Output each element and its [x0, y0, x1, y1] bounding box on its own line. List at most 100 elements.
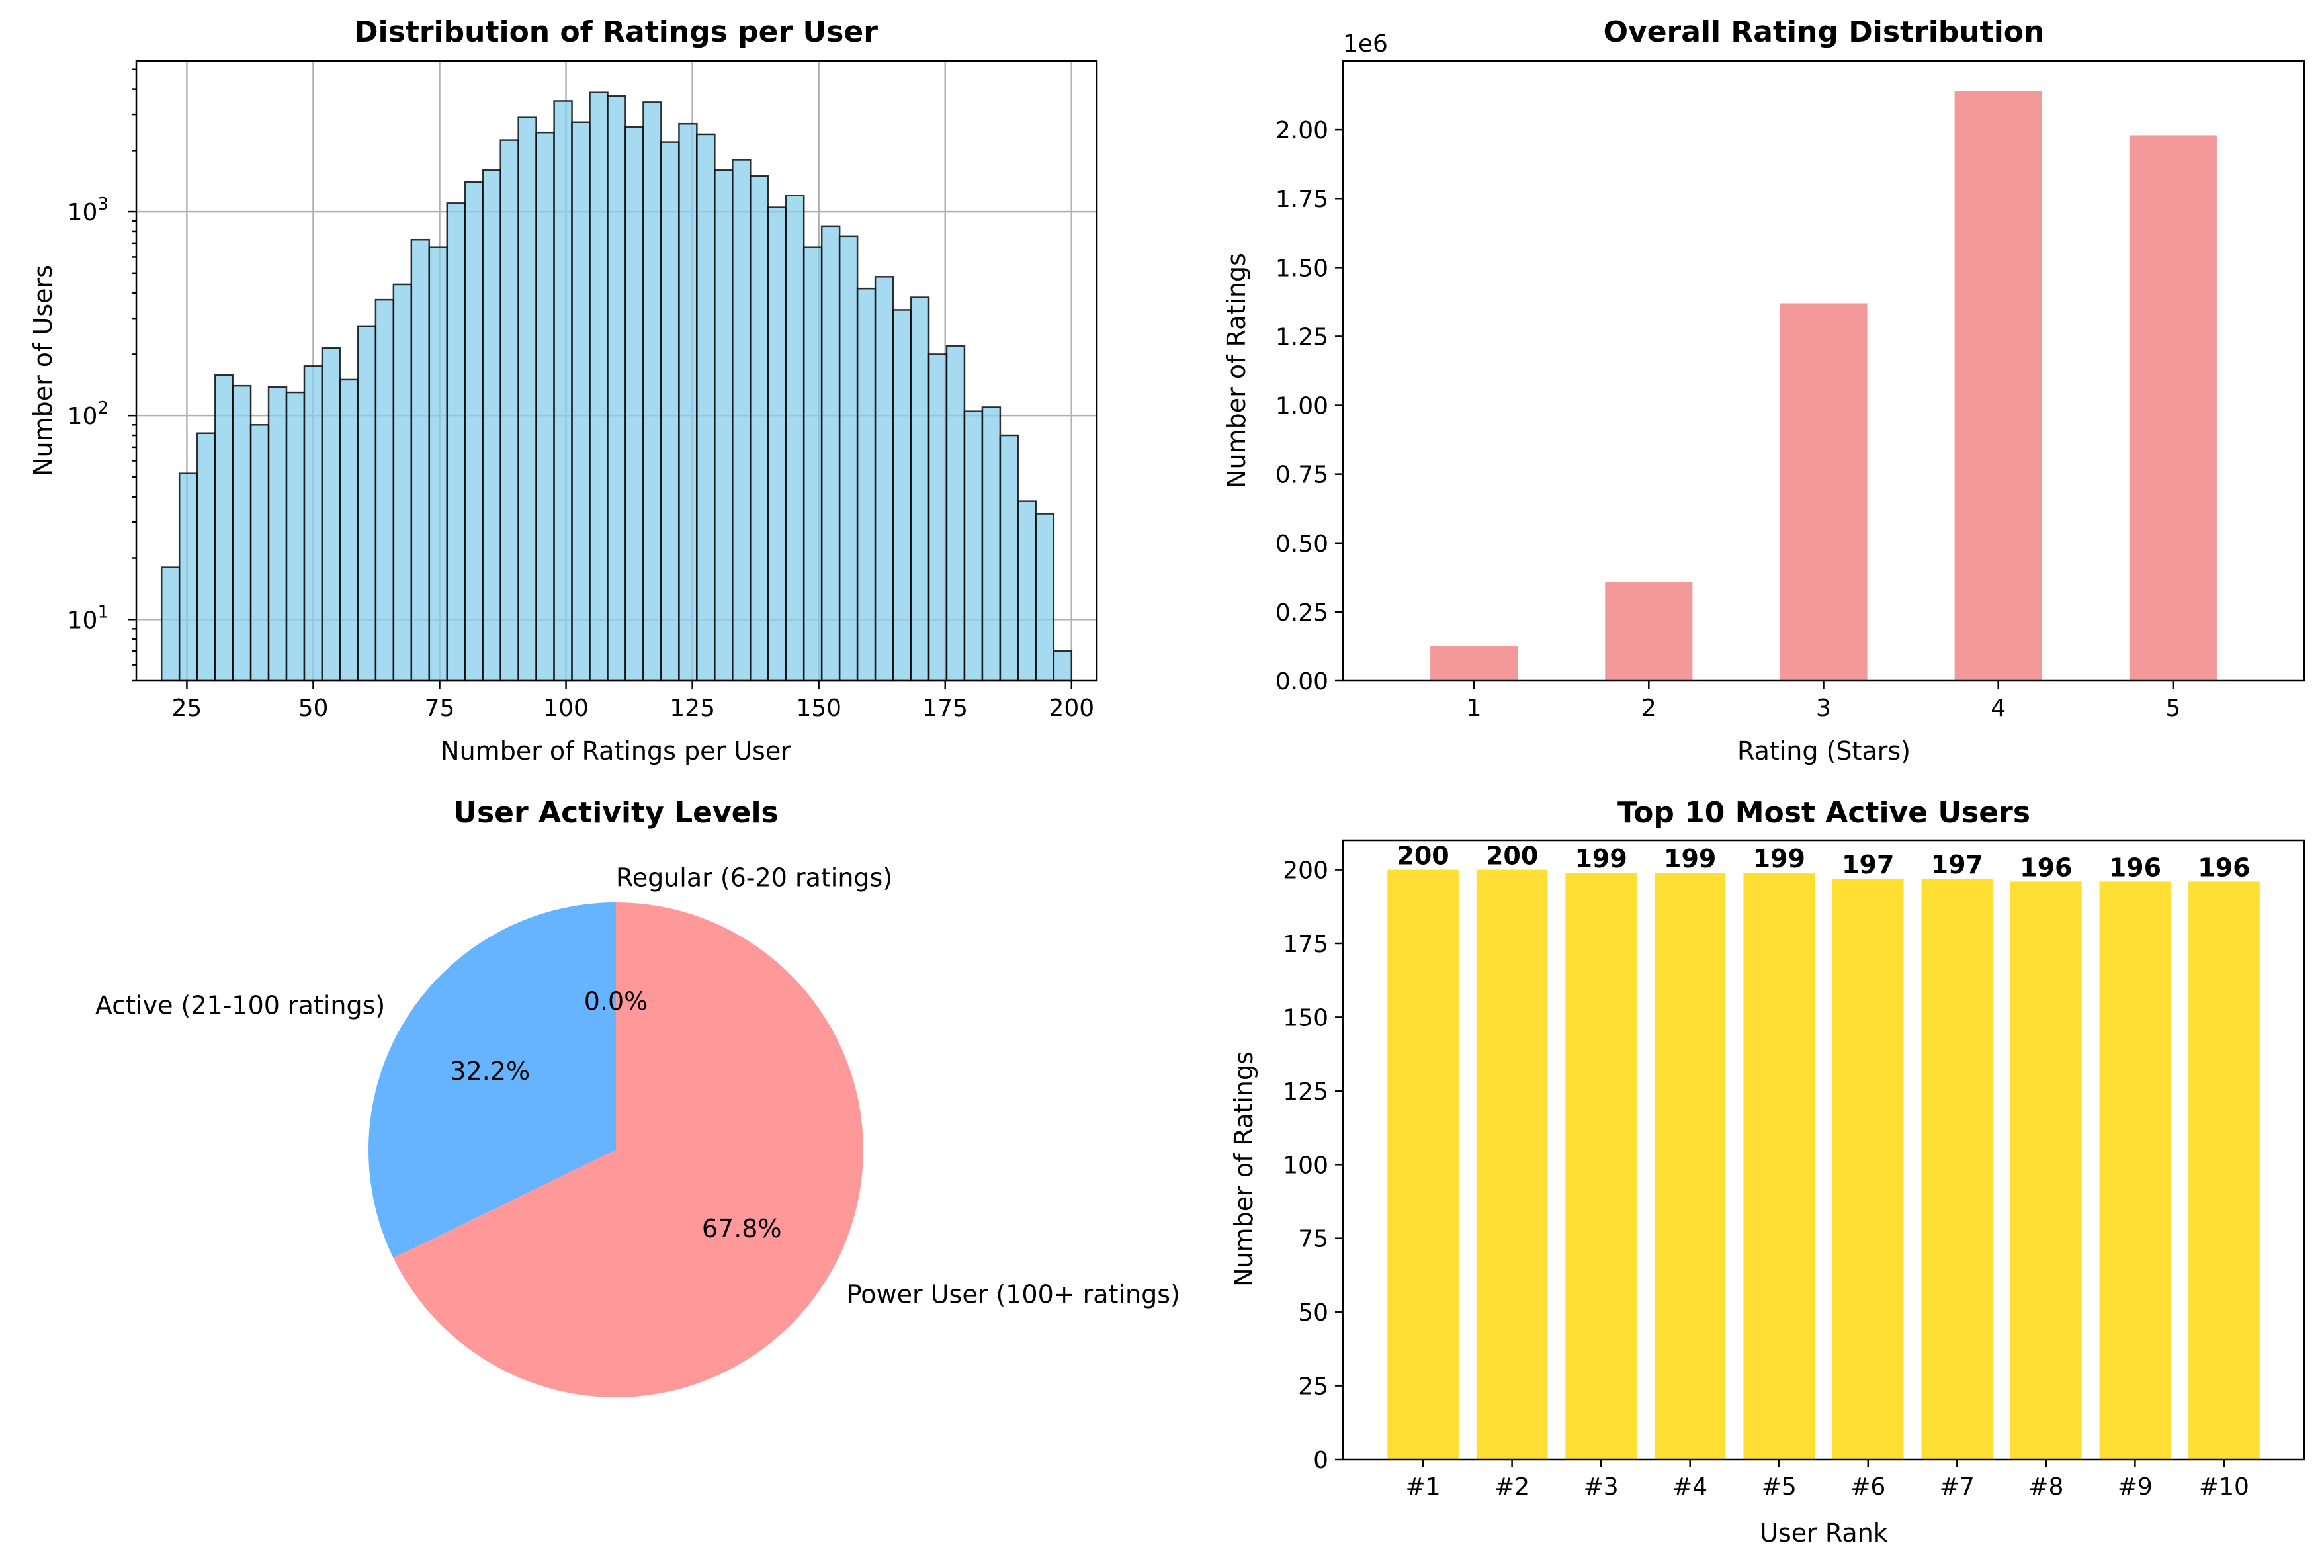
chart1-xtick-label: 25: [172, 695, 202, 722]
chart1-ylabel: Number of Users: [28, 265, 58, 476]
chart3-slice: [368, 902, 616, 1258]
chart1-axes-frame: [135, 60, 1098, 682]
chart4-value-label: 196: [2020, 853, 2072, 882]
chart4-ytick-label: 175: [1283, 931, 1328, 958]
chart2-xtick-label: 2: [1641, 695, 1657, 722]
chart1-bar: [892, 309, 912, 682]
chart1-bar: [874, 276, 894, 682]
chart1-ytick-exponent: 1: [97, 602, 108, 622]
chart4-bar: [1565, 873, 1637, 1459]
chart1-xtick-label: 75: [425, 695, 455, 722]
chart4-ytick-label: 200: [1283, 857, 1328, 885]
chart1-bar: [339, 378, 359, 682]
chart2-ytick-label: 0.25: [1275, 599, 1328, 627]
chart4-xtick-label: #8: [2028, 1473, 2063, 1501]
chart2-bar: [1605, 582, 1693, 681]
chart2-ytick-label: 1.75: [1275, 186, 1328, 213]
chart4-bar: [1743, 873, 1815, 1459]
chart2-offset-label: 1e6: [1343, 30, 1388, 58]
top-users-chart: Top 10 Most Active Users User Rank Numbe…: [1229, 796, 2305, 1547]
chart1-xtick-label: 125: [669, 695, 715, 722]
chart1-bar: [1053, 650, 1073, 682]
chart4-bar: [2010, 881, 2082, 1459]
chart4-ytick-label: 50: [1298, 1299, 1328, 1327]
chart4-ytick-label: 75: [1298, 1226, 1328, 1253]
chart2-ytick-label: 1.50: [1275, 255, 1328, 282]
chart4-ytick-label: 100: [1283, 1152, 1328, 1179]
chart4-xlabel: User Rank: [1760, 1518, 1888, 1547]
chart4-xtick-label: #4: [1672, 1473, 1707, 1501]
chart1-bar: [374, 298, 395, 682]
chart1-bar: [999, 434, 1019, 682]
chart1-bar: [607, 95, 626, 682]
chart4-value-label: 200: [1486, 842, 1538, 871]
chart1-bar: [482, 169, 501, 682]
chart1-xlabel: Number of Ratings per User: [441, 736, 791, 765]
chart4-value-label: 196: [2109, 853, 2161, 882]
chart1-bar: [535, 131, 555, 682]
chart4-value-label: 199: [1664, 844, 1716, 873]
chart4-bar: [2099, 881, 2171, 1459]
chart1-xtick-label: 100: [543, 695, 589, 722]
chart2-xlabel: Rating (Stars): [1737, 736, 1911, 765]
chart4-xtick-label: #10: [2199, 1473, 2249, 1501]
user-activity-pie-chart: User Activity Levels 0.0% Regular (6-20 r…: [95, 796, 1180, 1397]
chart4-xtick-label: #2: [1494, 1473, 1529, 1501]
chart4-value-label: 199: [1753, 844, 1805, 873]
chart1-ytick-exponent: 2: [97, 398, 108, 418]
chart1-bar: [696, 133, 716, 682]
chart1-title: Distribution of Ratings per User: [354, 15, 878, 49]
chart3-title: User Activity Levels: [453, 796, 779, 830]
chart2-xtick-label: 4: [1991, 695, 2006, 722]
chart1-bar: [589, 91, 609, 682]
chart1-xtick-label: 50: [298, 695, 329, 722]
chart4-ytick-label: 125: [1283, 1078, 1328, 1106]
chart1-bar: [232, 384, 252, 682]
chart4-bar: [1921, 878, 1993, 1459]
chart1-bar: [357, 325, 377, 682]
chart1-bar: [160, 566, 181, 682]
chart4-bar: [2188, 881, 2260, 1459]
chart1-bar: [249, 424, 270, 682]
chart1-bar: [767, 206, 787, 682]
chart1-bar: [642, 101, 662, 682]
chart1-bar: [446, 202, 466, 682]
chart4-value-label: 196: [2198, 853, 2250, 882]
chart1-bar: [750, 175, 769, 682]
chart1-bar: [660, 141, 680, 682]
chart4-title: Top 10 Most Active Users: [1617, 796, 2030, 830]
chart1-bar: [178, 472, 198, 682]
chart1-bar: [464, 181, 484, 682]
chart2-ytick-label: 1.25: [1275, 324, 1328, 351]
chart4-value-label: 199: [1574, 844, 1627, 873]
chart2-xtick-label: 3: [1816, 695, 1831, 722]
chart2-ytick-label: 0.50: [1275, 531, 1328, 558]
chart4-xtick-label: #6: [1850, 1473, 1885, 1501]
chart2-ylabel: Number of Ratings: [1222, 253, 1251, 488]
chart4-bar: [1832, 878, 1904, 1459]
chart4-ytick-label: 0: [1313, 1447, 1328, 1474]
chart1-bar: [267, 386, 288, 682]
chart2-ytick-label: 0.00: [1275, 668, 1328, 695]
chart2-bar: [1430, 646, 1518, 681]
chart4-ylabel: Number of Ratings: [1229, 1051, 1258, 1287]
chart1-ytick-label: 102: [67, 398, 108, 430]
chart2-xtick-label: 1: [1467, 695, 1482, 722]
chart1-bar: [392, 283, 413, 682]
chart1-bar: [785, 195, 805, 682]
chart1-bar: [802, 246, 823, 682]
chart1-bar: [981, 406, 1002, 682]
chart3-slice-label: Active (21-100 ratings): [95, 991, 385, 1020]
chart4-xtick-label: #9: [2118, 1473, 2153, 1501]
chart4-bar: [1654, 873, 1726, 1459]
chart4-axes-frame: [1342, 839, 2305, 1461]
chart1-bar: [196, 432, 216, 682]
chart1-bar: [732, 159, 752, 682]
chart4-bar: [1476, 869, 1548, 1459]
chart1-xtick-label: 150: [796, 695, 841, 722]
chart4-value-label: 200: [1397, 842, 1449, 871]
overall-rating-distribution-chart: Overall Rating Distribution 1e6 Rating (…: [1222, 15, 2305, 765]
ratings-per-user-histogram: Distribution of Ratings per User Number …: [28, 15, 1098, 765]
chart1-ytick-exponent: 3: [97, 195, 108, 214]
chart3-slice: [393, 902, 863, 1397]
